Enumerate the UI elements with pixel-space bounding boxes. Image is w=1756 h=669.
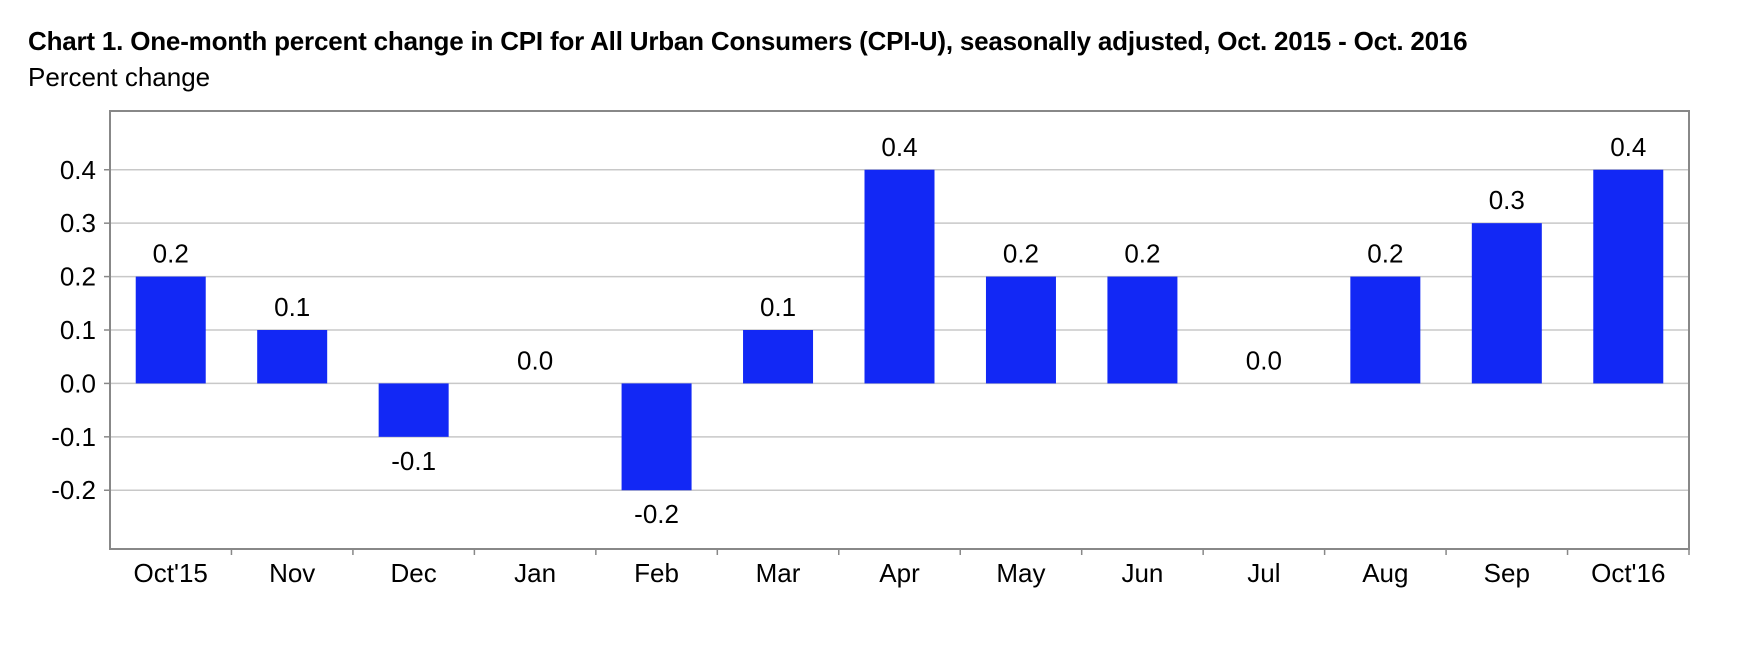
bar [985, 276, 1056, 384]
y-tick-label: -0.1 [51, 422, 96, 452]
bar [135, 276, 206, 384]
data-label: 0.4 [1610, 132, 1646, 162]
x-tick-label: Oct'16 [1591, 558, 1665, 588]
x-tick-label: Jan [514, 558, 556, 588]
y-tick-label: 0.0 [60, 368, 96, 398]
data-labels: 0.2 0.1 -0.1 0.0 -0.2 0.1 0.4 0.2 0.2 0.0 0.2 0.3 0.… [153, 132, 1647, 529]
bar [864, 169, 935, 384]
x-tick-label: Jun [1121, 558, 1163, 588]
y-tick-label: 0.3 [60, 208, 96, 238]
x-tick-label: Dec [391, 558, 437, 588]
x-tick-label: Oct'15 [134, 558, 208, 588]
data-label: 0.2 [153, 239, 189, 269]
x-tick-label: Feb [634, 558, 679, 588]
bar [1593, 169, 1664, 384]
bar [1471, 223, 1542, 384]
data-label: -0.2 [634, 499, 679, 529]
x-tick-label: Nov [269, 558, 315, 588]
y-tick-label: 0.2 [60, 262, 96, 292]
bar [1350, 276, 1421, 384]
bars [135, 169, 1664, 491]
x-tick-label: Apr [879, 558, 920, 588]
data-label: 0.2 [1003, 239, 1039, 269]
bar [1107, 276, 1178, 384]
data-label: -0.1 [391, 446, 436, 476]
y-axis-label: Percent change [28, 62, 211, 92]
bar [743, 330, 814, 384]
data-label: 0.0 [1246, 345, 1282, 375]
chart-title: Chart 1. One-month percent change in CPI… [28, 26, 1468, 56]
data-label: 0.3 [1489, 185, 1525, 215]
data-label: 0.2 [1367, 239, 1403, 269]
x-tick-label: Mar [756, 558, 801, 588]
data-label: 0.4 [881, 132, 917, 162]
data-label: 0.1 [760, 292, 796, 322]
bar [257, 330, 328, 384]
bar [621, 383, 692, 491]
x-tick-label: May [996, 558, 1045, 588]
data-label: 0.1 [274, 292, 310, 322]
data-label: 0.2 [1124, 239, 1160, 269]
data-label: 0.0 [517, 345, 553, 375]
x-tick-label: Jul [1247, 558, 1280, 588]
x-tick-label: Sep [1484, 558, 1530, 588]
x-axis-ticks: Oct'15 Nov Dec Jan Feb Mar Apr May Jun Jul Aug Sep O… [134, 549, 1690, 588]
x-tick-label: Aug [1362, 558, 1408, 588]
y-tick-label: -0.2 [51, 475, 96, 505]
y-axis-ticks: 0.4 0.3 0.2 0.1 0.0 -0.1 -0.2 [51, 155, 110, 505]
y-tick-label: 0.1 [60, 315, 96, 345]
y-tick-label: 0.4 [60, 155, 96, 185]
bar [378, 383, 449, 437]
